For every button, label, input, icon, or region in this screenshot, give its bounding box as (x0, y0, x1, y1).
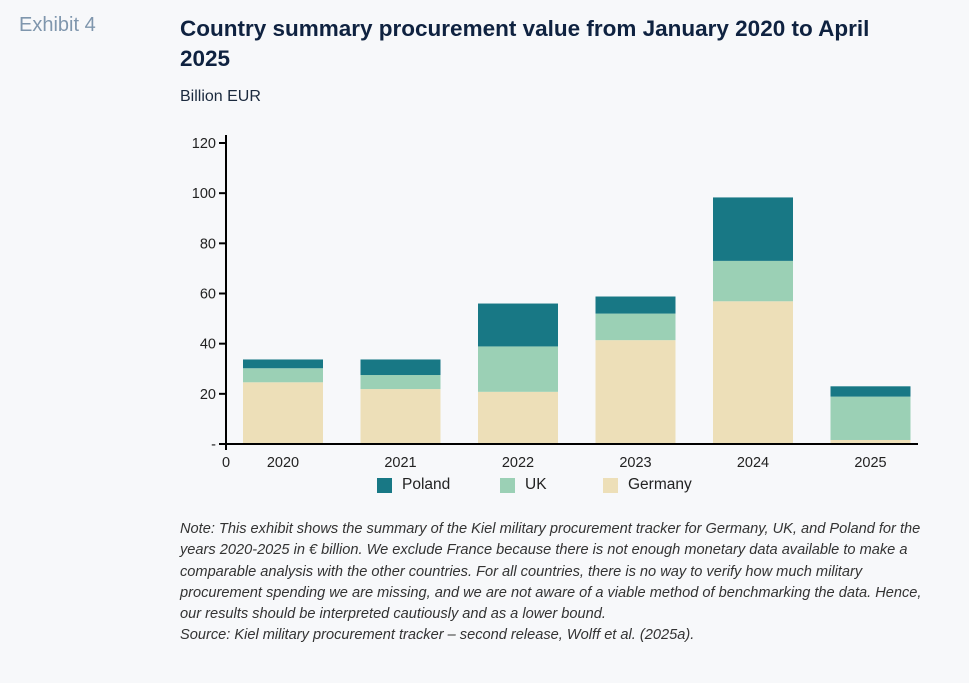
bar-germany-2024 (713, 301, 793, 444)
bar-poland-2022 (478, 303, 558, 347)
y-tick-label-120: 120 (192, 136, 216, 152)
legend-label-poland: Poland (402, 476, 451, 493)
y-tick-label-20: 20 (200, 387, 216, 403)
bar-germany-2023 (595, 340, 676, 444)
y-tick-label-100: 100 (192, 186, 216, 202)
legend: Poland UK Germany (0, 476, 969, 496)
bar-germany-2020 (243, 382, 323, 444)
x-tick-label-2021: 2021 (384, 455, 416, 470)
bar-poland-2020 (243, 359, 323, 369)
legend-item-germany: Germany (603, 476, 692, 494)
y-axis: - 20 40 60 80 100 120 (192, 135, 227, 453)
x-origin-label: 0 (222, 455, 230, 470)
legend-swatch-germany (603, 477, 618, 493)
bar-germany-2021 (360, 389, 441, 444)
bar-poland-2024 (713, 197, 793, 261)
bar-uk-2025 (830, 396, 911, 440)
x-axis: 2020 2021 2022 2023 2024 2025 0 (222, 443, 918, 470)
bar-germany-2022 (478, 391, 558, 444)
x-tick-label-2023: 2023 (619, 455, 651, 470)
note-text: Note: This exhibit shows the summary of … (180, 521, 922, 623)
x-tick-label-2022: 2022 (502, 455, 534, 470)
bar-uk-2023 (595, 313, 676, 341)
legend-label-uk: UK (525, 476, 547, 493)
bar-uk-2022 (478, 346, 558, 392)
legend-item-poland: Poland (377, 476, 450, 494)
source-text: Source: Kiel military procurement tracke… (180, 627, 695, 644)
stacked-bar-chart: - 20 40 60 80 100 120 2020 2021 2022 2023 2024 2025… (192, 135, 918, 470)
legend-item-uk: UK (500, 476, 547, 494)
legend-label-germany: Germany (628, 476, 692, 493)
y-tick-label-0: - (211, 437, 216, 453)
y-tick-label-60: 60 (200, 287, 216, 303)
bar-poland-2023 (595, 296, 676, 314)
bars-group (243, 197, 911, 444)
x-tick-label-2025: 2025 (854, 455, 886, 470)
x-tick-label-2024: 2024 (737, 455, 769, 470)
exhibit-label: Exhibit 4 (19, 14, 96, 36)
legend-swatch-uk (500, 477, 515, 493)
legend-swatch-poland (377, 477, 392, 493)
bar-poland-2025 (830, 386, 911, 397)
unit-label: Billion EUR (180, 88, 261, 105)
bar-germany-2025 (830, 439, 911, 444)
bar-uk-2024 (713, 260, 793, 302)
bar-uk-2020 (243, 368, 323, 383)
note-block: Note: This exhibit shows the summary of … (180, 519, 940, 647)
chart-title: Country summary procurement value from J… (180, 16, 870, 71)
y-tick-label-80: 80 (200, 236, 216, 252)
x-tick-label-2020: 2020 (267, 455, 299, 470)
bar-poland-2021 (360, 359, 441, 376)
y-tick-label-40: 40 (200, 337, 216, 353)
bar-uk-2021 (360, 375, 441, 390)
